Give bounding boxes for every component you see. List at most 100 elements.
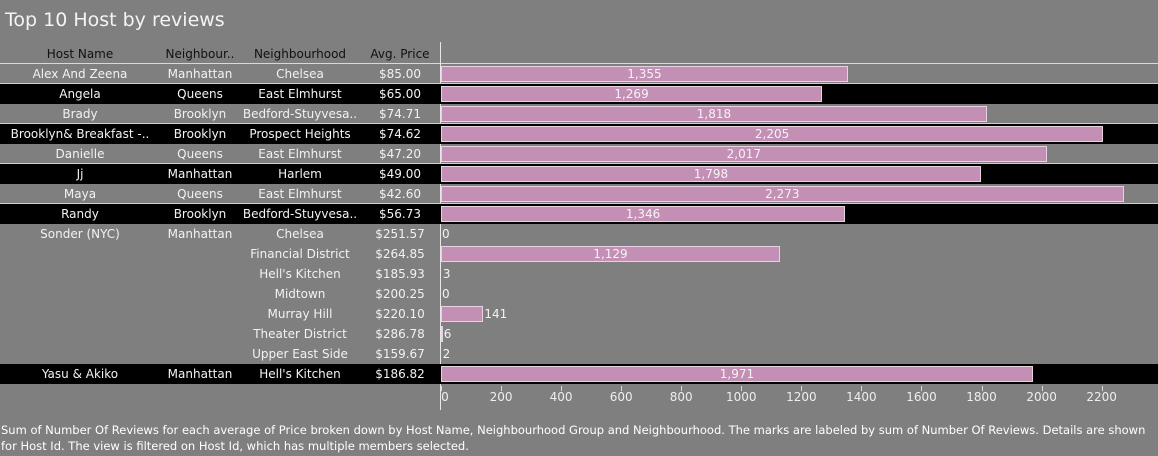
neighbourhood-group-cell [160, 324, 240, 344]
avg-price-cell: $65.00 [379, 87, 421, 101]
neighbourhood-group-cell: Manhattan [167, 67, 233, 81]
avg-price-cell: $74.71 [379, 107, 421, 121]
x-tick-mark [501, 386, 503, 391]
neighbourhood-cell: Harlem [278, 167, 322, 181]
x-tick-label: 0 [441, 390, 449, 404]
bar-data-label: 2 [442, 347, 451, 361]
table-row[interactable]: Randy Brooklyn Bedford-Stuyvesa.. $56.73 1,3… [0, 204, 1158, 224]
host-name-cell: Sonder (NYC) [40, 227, 120, 241]
bar-data-label: 1,971 [719, 367, 755, 381]
bar-mark[interactable] [441, 146, 1047, 162]
bar-mark[interactable] [441, 186, 1124, 202]
bar-mark[interactable] [441, 126, 1104, 142]
x-tick-label: 2200 [1086, 390, 1117, 404]
neighbourhood-cell: Bedford-Stuyvesa.. [242, 107, 358, 121]
avg-price-cell: $186.82 [375, 367, 425, 381]
host-name-cell: Angela [59, 87, 101, 101]
table-row[interactable]: Brooklyn& Breakfast -.. Brooklyn Prospect … [0, 124, 1158, 144]
neighbourhood-cell: Chelsea [276, 227, 324, 241]
bar-mark[interactable] [441, 106, 987, 122]
neighbourhood-cell: Midtown [274, 287, 326, 301]
host-name-cell: Brady [62, 107, 98, 121]
x-tick-label: 1200 [786, 390, 817, 404]
x-tick-mark [681, 386, 683, 391]
bar-mark[interactable] [441, 366, 1033, 382]
host-name-cell: Yasu & Akiko [41, 367, 119, 381]
table-row[interactable]: Midtown $200.25 0 [0, 284, 1158, 304]
bar-data-label: 0 [442, 227, 450, 241]
avg-price-cell: $200.25 [375, 287, 425, 301]
table-row[interactable]: Angela Queens East Elmhurst $65.00 1,269 [0, 84, 1158, 104]
column-header-neighbourhood[interactable]: Neighbourhood [253, 47, 347, 61]
row-divider [0, 163, 1158, 164]
x-tick-mark [981, 386, 983, 391]
neighbourhood-group-cell [160, 304, 240, 324]
host-name-cell: Alex And Zeena [32, 67, 128, 81]
avg-price-cell: $220.10 [375, 307, 425, 321]
column-header-neighbourhood-group[interactable]: Neighbour.. [165, 47, 235, 61]
bar-data-label: 1,346 [625, 207, 661, 221]
host-name-cell: Randy [61, 207, 99, 221]
bar-data-label: 1,798 [693, 167, 729, 181]
avg-price-cell: $264.85 [375, 247, 425, 261]
column-header-host-name[interactable]: Host Name [46, 47, 114, 61]
neighbourhood-group-cell: Manhattan [167, 227, 233, 241]
neighbourhood-group-cell: Brooklyn [173, 207, 227, 221]
bar-mark[interactable] [441, 306, 484, 322]
table-row[interactable]: Alex And Zeena Manhattan Chelsea $85.00 1,35… [0, 64, 1158, 84]
neighbourhood-cell: Chelsea [276, 67, 324, 81]
neighbourhood-cell: East Elmhurst [258, 147, 342, 161]
table-row[interactable]: Brady Brooklyn Bedford-Stuyvesa.. $74.71 1,8… [0, 104, 1158, 124]
x-tick-label: 600 [609, 390, 633, 404]
chart-caption: Sum of Number Of Reviews for each averag… [1, 423, 1146, 453]
x-tick-label: 2000 [1026, 390, 1057, 404]
x-tick-label: 1800 [966, 390, 997, 404]
x-tick-mark [1101, 386, 1103, 391]
bar-mark[interactable] [441, 166, 981, 182]
neighbourhood-cell: Hell's Kitchen [259, 267, 341, 281]
x-tick-label: 400 [549, 390, 573, 404]
table-row[interactable]: Yasu & Akiko Manhattan Hell's Kitchen $186.… [0, 364, 1158, 384]
bar-mark[interactable] [441, 246, 781, 262]
neighbourhood-group-cell [160, 284, 240, 304]
table-row[interactable]: Maya Queens East Elmhurst $42.60 2,273 [0, 184, 1158, 204]
avg-price-cell: $286.78 [375, 327, 425, 341]
bar-data-label: 1,818 [696, 107, 732, 121]
neighbourhood-group-cell [160, 344, 240, 364]
x-tick-mark [561, 386, 563, 391]
chart-title: Top 10 Host by reviews [5, 9, 225, 31]
table-row[interactable]: Upper East Side $159.67 2 [0, 344, 1158, 364]
avg-price-cell: $159.67 [375, 347, 425, 361]
neighbourhood-group-cell [160, 264, 240, 284]
x-tick-mark [741, 386, 743, 391]
table-row[interactable]: Financial District $264.85 1,129 [0, 244, 1158, 264]
neighbourhood-cell: Hell's Kitchen [259, 367, 341, 381]
table-row[interactable]: Jj Manhattan Harlem $49.00 1,798 [0, 164, 1158, 184]
table-row[interactable]: Murray Hill $220.10 141 [0, 304, 1158, 324]
bar-data-label: 3 [442, 267, 451, 281]
bar-mark[interactable] [441, 326, 443, 342]
bar-mark[interactable] [441, 86, 823, 102]
table-row[interactable]: Theater District $286.78 6 [0, 324, 1158, 344]
avg-price-cell: $74.62 [379, 127, 421, 141]
x-tick-label: 200 [489, 390, 513, 404]
host-name-cell: Brooklyn& Breakfast -.. [10, 127, 150, 141]
table-row[interactable]: Sonder (NYC) Manhattan Chelsea $251.57 0 [0, 224, 1158, 244]
bar-mark[interactable] [441, 206, 846, 222]
x-axis: 0 200 400 600 800 1000 1200 1400 1600 1800 2000 220… [0, 386, 1158, 410]
avg-price-cell: $42.60 [379, 187, 421, 201]
column-header-avg-price[interactable]: Avg. Price [370, 47, 430, 61]
table-row[interactable]: Hell's Kitchen $185.93 3 [0, 264, 1158, 284]
neighbourhood-cell: Prospect Heights [249, 127, 351, 141]
neighbourhood-group-cell: Brooklyn [173, 127, 227, 141]
row-divider [0, 203, 1158, 204]
neighbourhood-group-cell [160, 244, 240, 264]
x-tick-label: 1000 [726, 390, 757, 404]
bar-mark[interactable] [441, 66, 848, 82]
table-row[interactable]: Danielle Queens East Elmhurst $47.20 2,017 [0, 144, 1158, 164]
x-tick-mark [921, 386, 923, 391]
x-tick-mark [621, 386, 623, 391]
bar-data-label: 1,355 [627, 67, 662, 81]
avg-price-cell: $251.57 [375, 227, 425, 241]
neighbourhood-group-cell: Queens [177, 187, 223, 201]
